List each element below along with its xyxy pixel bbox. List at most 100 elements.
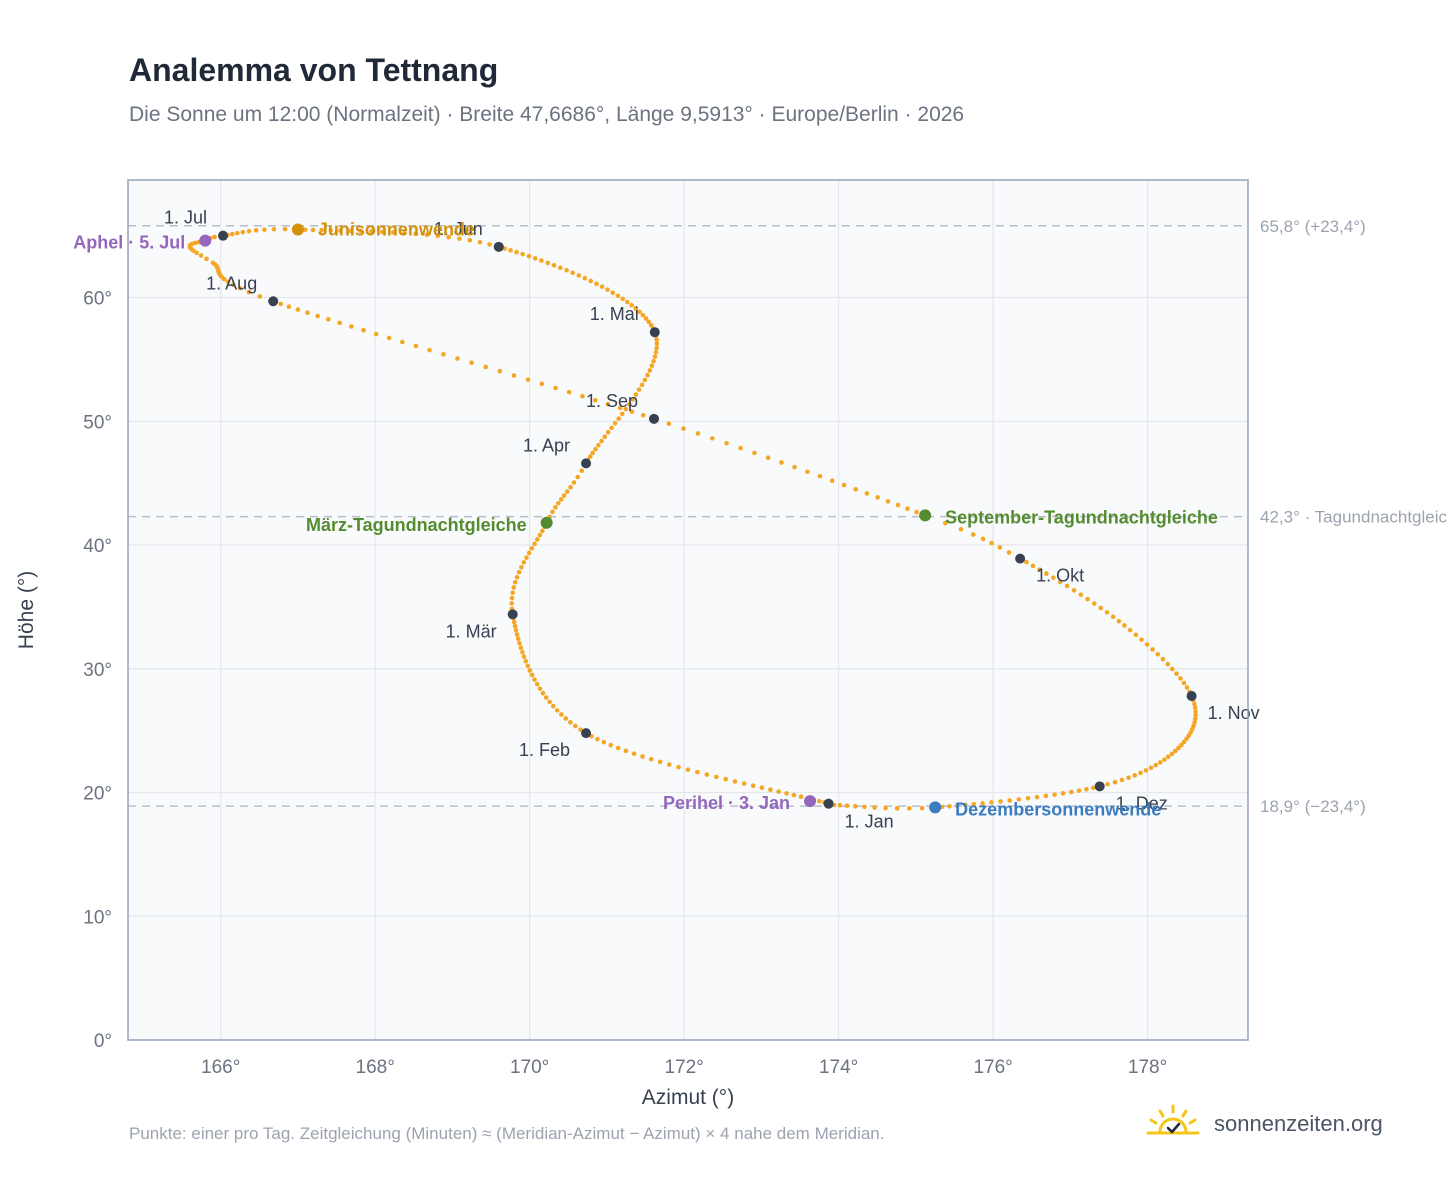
day-point — [654, 345, 659, 351]
day-point — [221, 276, 227, 282]
day-point — [619, 411, 625, 417]
day-point — [519, 564, 524, 570]
day-point — [853, 486, 858, 492]
event-label: Junisonnenwende — [318, 219, 475, 239]
day-point — [413, 343, 419, 349]
day-point — [640, 312, 646, 318]
day-point — [970, 532, 976, 537]
day-point — [455, 356, 460, 361]
day-point — [467, 238, 473, 243]
day-point — [319, 227, 324, 233]
day-point — [599, 284, 605, 290]
day-point — [601, 739, 607, 745]
month-marker — [581, 458, 592, 469]
day-point — [553, 505, 558, 510]
day-point — [1139, 637, 1144, 642]
day-point — [853, 803, 858, 809]
day-point — [527, 668, 533, 673]
day-point — [666, 421, 672, 426]
day-point — [1060, 791, 1066, 796]
day-point — [640, 413, 646, 418]
day-point — [373, 331, 379, 337]
y-tick-label: 0° — [94, 1031, 112, 1052]
day-point — [647, 368, 653, 373]
day-point — [246, 289, 252, 295]
day-point — [278, 301, 284, 307]
day-point — [738, 445, 743, 451]
day-point — [539, 381, 545, 387]
day-point — [633, 392, 639, 397]
day-point — [875, 495, 880, 500]
day-point — [633, 306, 638, 311]
day-point — [524, 555, 529, 560]
day-point — [1143, 768, 1149, 773]
day-point — [328, 228, 334, 233]
day-point — [1091, 601, 1097, 606]
day-point — [1169, 666, 1175, 672]
day-point — [534, 681, 540, 687]
month-marker — [823, 798, 834, 809]
day-point — [1173, 748, 1178, 754]
day-point — [257, 294, 263, 299]
day-point — [558, 497, 564, 502]
day-point — [568, 484, 573, 490]
day-point — [512, 580, 518, 585]
month-label: 1. Jan — [845, 812, 894, 832]
day-point — [759, 785, 765, 791]
day-point — [713, 774, 719, 780]
month-label: 1. Okt — [1036, 566, 1084, 586]
day-point — [435, 233, 441, 239]
day-point — [286, 304, 292, 309]
plot-frame — [127, 179, 1249, 1041]
day-point — [564, 267, 569, 273]
day-point — [862, 804, 867, 810]
day-point — [230, 231, 235, 237]
day-point — [1192, 716, 1198, 722]
day-point — [568, 720, 573, 725]
day-point — [724, 440, 729, 446]
day-point — [1133, 632, 1139, 638]
day-point — [1184, 736, 1189, 742]
day-point — [639, 382, 645, 388]
day-point — [615, 745, 621, 751]
day-point — [623, 748, 629, 754]
day-point — [555, 500, 561, 506]
day-point — [1091, 785, 1096, 791]
day-point — [645, 372, 650, 378]
day-point — [1165, 661, 1171, 667]
day-point — [520, 251, 526, 257]
month-label: 1. Feb — [519, 740, 570, 760]
day-point — [1148, 765, 1154, 771]
day-point — [262, 227, 267, 232]
day-point — [514, 574, 520, 580]
day-point — [1119, 777, 1125, 783]
day-point — [532, 677, 537, 682]
day-point — [1085, 596, 1090, 602]
day-point — [630, 397, 635, 402]
day-point — [998, 799, 1003, 804]
day-point — [631, 751, 637, 756]
day-point — [1155, 652, 1161, 657]
y-tick-label: 50° — [83, 412, 112, 433]
day-point — [1181, 739, 1187, 745]
month-label: 1. Jun — [434, 219, 483, 239]
day-point — [1122, 623, 1127, 628]
event-marker — [291, 223, 304, 236]
day-point — [765, 455, 771, 461]
day-point — [894, 806, 900, 811]
day-point — [518, 645, 524, 650]
day-point — [532, 541, 537, 547]
day-point — [1150, 647, 1155, 652]
day-point — [570, 270, 576, 276]
day-point — [427, 347, 432, 353]
x-axis-ticks: 166° 168° 170° 172° 174° 176° 178° — [201, 1057, 1167, 1078]
day-point — [1064, 583, 1070, 589]
day-point — [637, 309, 642, 315]
day-point — [240, 229, 246, 235]
day-point — [295, 307, 301, 312]
day-point — [1138, 770, 1143, 776]
day-point — [424, 232, 430, 238]
day-point — [629, 409, 635, 414]
brand[interactable]: sonnenzeiten.org — [1146, 1104, 1383, 1144]
reference-label: 18,9° (−23,4°) — [1260, 797, 1366, 816]
